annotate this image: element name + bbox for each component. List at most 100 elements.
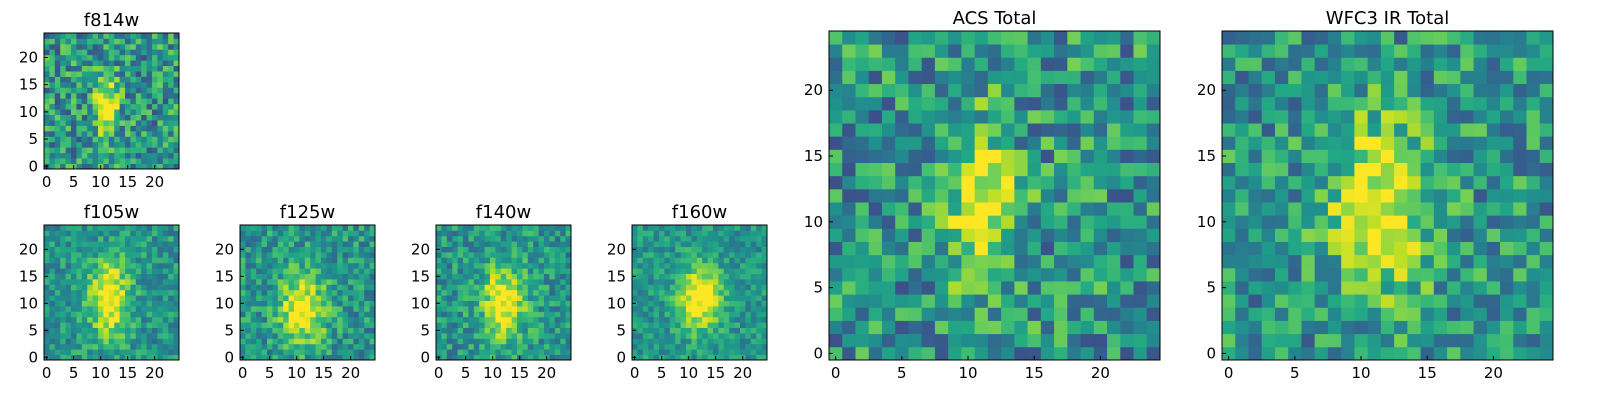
heatmap-cell	[54, 125, 61, 132]
heatmap-cell	[1500, 149, 1514, 163]
heatmap-cell	[1486, 228, 1501, 242]
heatmap-cell	[756, 322, 762, 328]
heatmap-cell	[1539, 149, 1554, 163]
heatmap-cell	[315, 316, 322, 323]
heatmap-cell	[92, 65, 99, 72]
heatmap-cell	[1473, 320, 1488, 335]
heatmap-cell	[463, 306, 469, 312]
heatmap-cell	[321, 241, 327, 247]
heatmap-cell	[141, 311, 147, 318]
heatmap-cell	[299, 279, 306, 285]
heatmap-cell	[511, 316, 518, 323]
heatmap-cell	[49, 120, 56, 126]
heatmap-cell	[457, 252, 464, 258]
heatmap-cell	[1327, 96, 1342, 111]
heatmap-cell	[1222, 294, 1236, 308]
heatmap-cell	[81, 289, 88, 296]
heatmap-cell	[1447, 44, 1461, 58]
heatmap-cell	[1054, 44, 1068, 58]
heatmap-cell	[842, 136, 856, 150]
heatmap-cell	[538, 225, 545, 231]
heatmap-cell	[1407, 109, 1421, 124]
heatmap-cell	[358, 252, 365, 258]
heatmap-cell	[1133, 202, 1148, 216]
heatmap-cell	[1407, 202, 1421, 216]
heatmap-cell	[495, 268, 502, 274]
heatmap-cell	[168, 289, 174, 296]
heatmap-cell	[331, 268, 338, 274]
heatmap-cell	[60, 125, 66, 132]
heatmap-cell	[948, 96, 962, 111]
heatmap-cell	[702, 349, 708, 355]
heatmap-cell	[250, 316, 257, 323]
heatmap-cell	[1014, 70, 1028, 85]
heatmap-cell	[65, 327, 72, 334]
heatmap-cell	[294, 327, 300, 334]
heatmap-cell	[1274, 136, 1289, 150]
heatmap-cell	[691, 262, 698, 269]
heatmap-cell	[141, 130, 147, 137]
heatmap-cell	[299, 257, 306, 264]
heatmap-cell	[560, 246, 566, 253]
heatmap-cell	[168, 43, 174, 50]
heatmap-cell	[511, 333, 518, 339]
heatmap-cell	[517, 257, 523, 264]
heatmap-cell	[908, 162, 923, 177]
heatmap-cell	[686, 235, 692, 242]
heatmap-cell	[114, 306, 120, 312]
heatmap-cell	[855, 333, 870, 348]
heatmap-cell	[173, 252, 180, 258]
heatmap-cell	[337, 284, 343, 291]
heatmap-cell	[135, 141, 142, 148]
heatmap-cell	[1133, 162, 1148, 177]
heatmap-cell	[740, 235, 746, 242]
heatmap-cell	[256, 268, 262, 274]
heatmap-cell	[369, 300, 376, 307]
heatmap-cell	[326, 257, 333, 264]
heatmap-cell	[756, 316, 762, 323]
heatmap-cell	[135, 125, 142, 132]
heatmap-cell	[245, 343, 252, 350]
heatmap-cell	[141, 230, 147, 237]
heatmap-cell	[157, 33, 164, 39]
heatmap-cell	[71, 289, 77, 296]
heatmap-cell	[81, 71, 88, 77]
heatmap-cell	[130, 158, 137, 164]
heatmap-cell	[1235, 294, 1249, 308]
heatmap-cell	[277, 343, 284, 350]
heatmap-cell	[1080, 175, 1095, 190]
heatmap-cell	[162, 300, 169, 307]
heatmap-cell	[881, 109, 896, 124]
heatmap-cell	[44, 60, 50, 67]
heatmap-cell	[119, 65, 126, 72]
heatmap-cell	[549, 343, 556, 350]
heatmap-cell	[473, 262, 480, 269]
heatmap-cell	[761, 241, 768, 247]
heatmap-cell	[162, 225, 169, 231]
heatmap-cell	[974, 254, 989, 269]
heatmap-cell	[974, 175, 989, 190]
heatmap-cell	[125, 343, 131, 350]
heatmap-cell	[261, 235, 268, 242]
heatmap-cell	[473, 306, 480, 312]
heatmap-cell	[734, 246, 741, 253]
heatmap-cell	[495, 262, 502, 269]
heatmap-cell	[908, 188, 923, 203]
heatmap-cell	[1327, 188, 1342, 203]
heatmap-cell	[1222, 31, 1236, 45]
heatmap-cell	[130, 322, 137, 328]
heatmap-cell	[272, 338, 279, 345]
heatmap-cell	[173, 152, 180, 159]
heatmap-cell	[108, 125, 115, 132]
heatmap-cell	[549, 252, 556, 258]
heatmap-cell	[1261, 31, 1276, 45]
heatmap-cell	[1080, 241, 1095, 256]
heatmap-cell	[98, 65, 104, 72]
heatmap-cell	[250, 273, 257, 280]
heatmap-cell	[855, 70, 870, 85]
heatmap-cell	[707, 268, 714, 274]
heatmap-cell	[457, 235, 464, 242]
heatmap-cell	[1222, 281, 1236, 295]
heatmap-cell	[468, 284, 475, 291]
heatmap-cell	[173, 125, 180, 132]
